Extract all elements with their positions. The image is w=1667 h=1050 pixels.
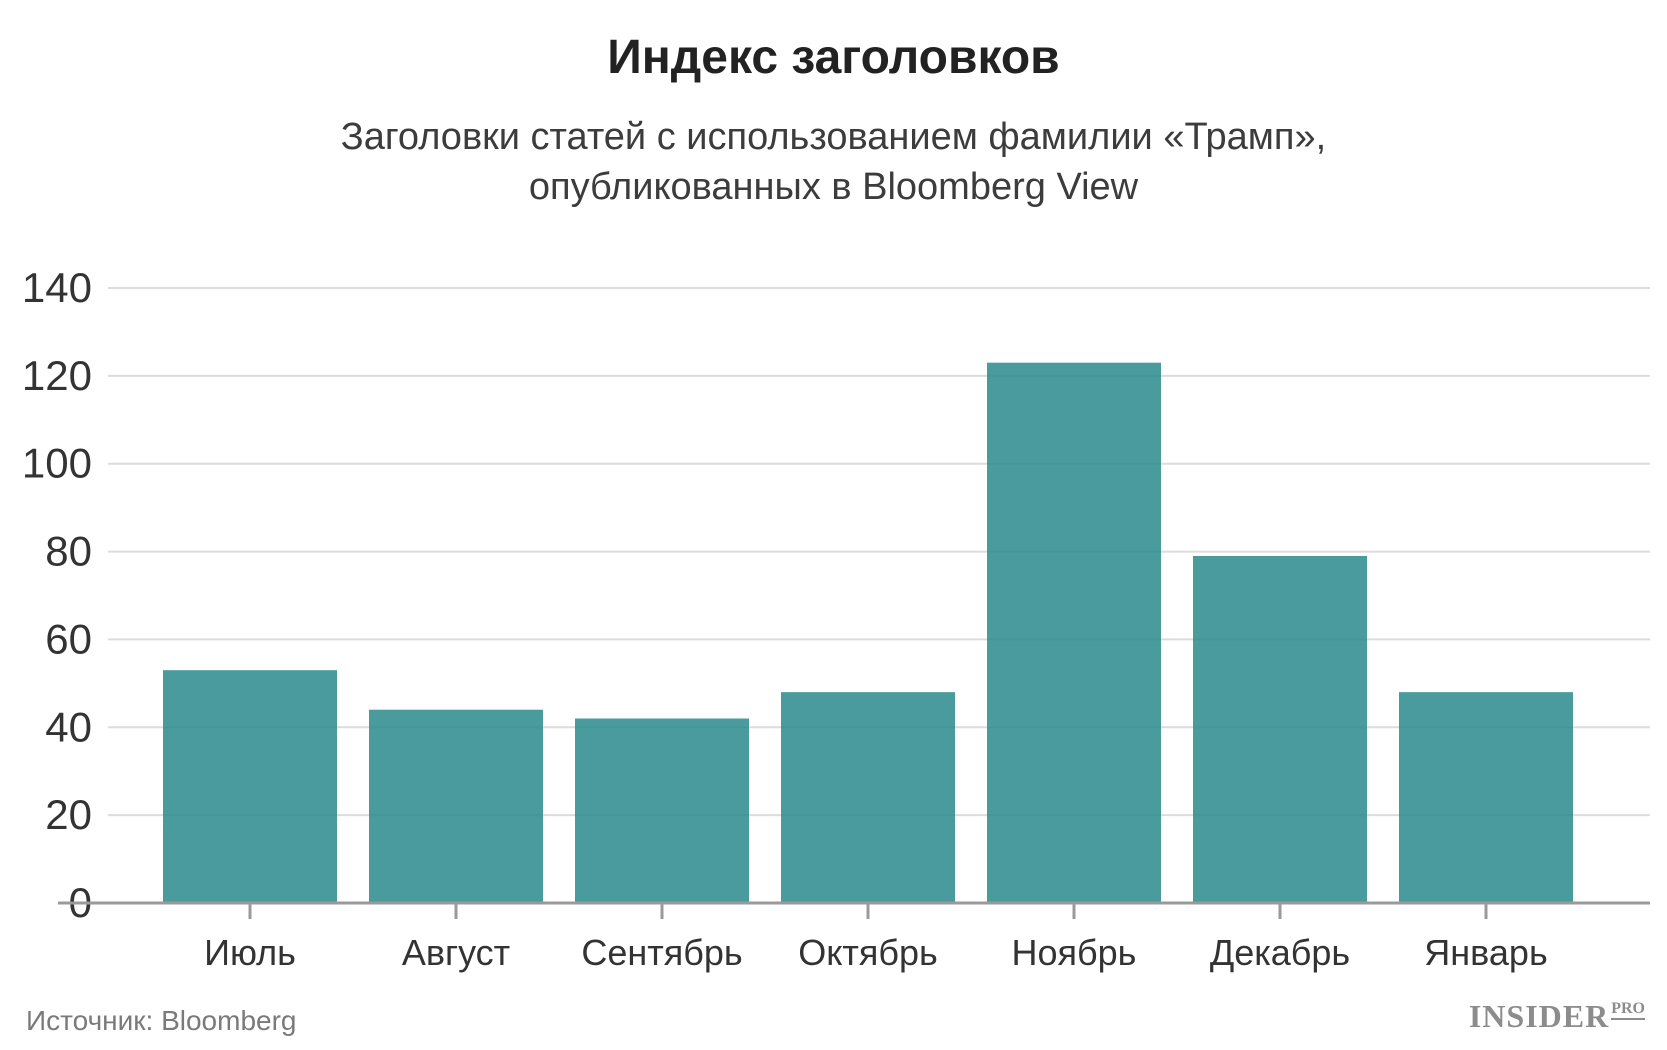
brand-logo: INSIDER PRO xyxy=(1469,998,1645,1035)
chart-subtitle: Заголовки статей с использованием фамили… xyxy=(0,112,1667,212)
bar-2 xyxy=(369,709,543,903)
x-tick-label: Август xyxy=(402,932,510,973)
subtitle-line-2: опубликованных в Bloomberg View xyxy=(528,166,1139,208)
x-tick-label: Январь xyxy=(1424,932,1547,973)
y-tick-label: 140 xyxy=(22,264,92,311)
chart-title: Индекс заголовков xyxy=(607,31,1060,84)
x-tick-label: Июль xyxy=(204,932,296,973)
bar-4 xyxy=(781,692,955,903)
x-tick-label: Декабрь xyxy=(1210,932,1350,973)
brand-logo-text: INSIDER xyxy=(1468,998,1610,1034)
y-tick-label: 40 xyxy=(45,703,92,750)
y-tick-label: 80 xyxy=(45,528,92,575)
x-tick-label: Октябрь xyxy=(798,932,938,973)
bar-1 xyxy=(163,670,337,903)
brand-logo-sup: PRO xyxy=(1611,1000,1645,1020)
bar-7 xyxy=(1399,692,1573,903)
y-tick-label: 20 xyxy=(45,791,92,838)
x-tick-label: Сентябрь xyxy=(581,932,742,973)
bar-3 xyxy=(575,718,749,903)
x-tick-label: Ноябрь xyxy=(1012,932,1137,973)
subtitle-line-1: Заголовки статей с использованием фамили… xyxy=(340,116,1327,158)
bar-6 xyxy=(1193,555,1367,903)
bar-5 xyxy=(987,362,1161,903)
y-tick-label: 100 xyxy=(22,440,92,487)
source-note: Источник: Bloomberg xyxy=(26,1005,297,1036)
y-tick-label: 120 xyxy=(22,352,92,399)
y-tick-label: 60 xyxy=(45,615,92,662)
